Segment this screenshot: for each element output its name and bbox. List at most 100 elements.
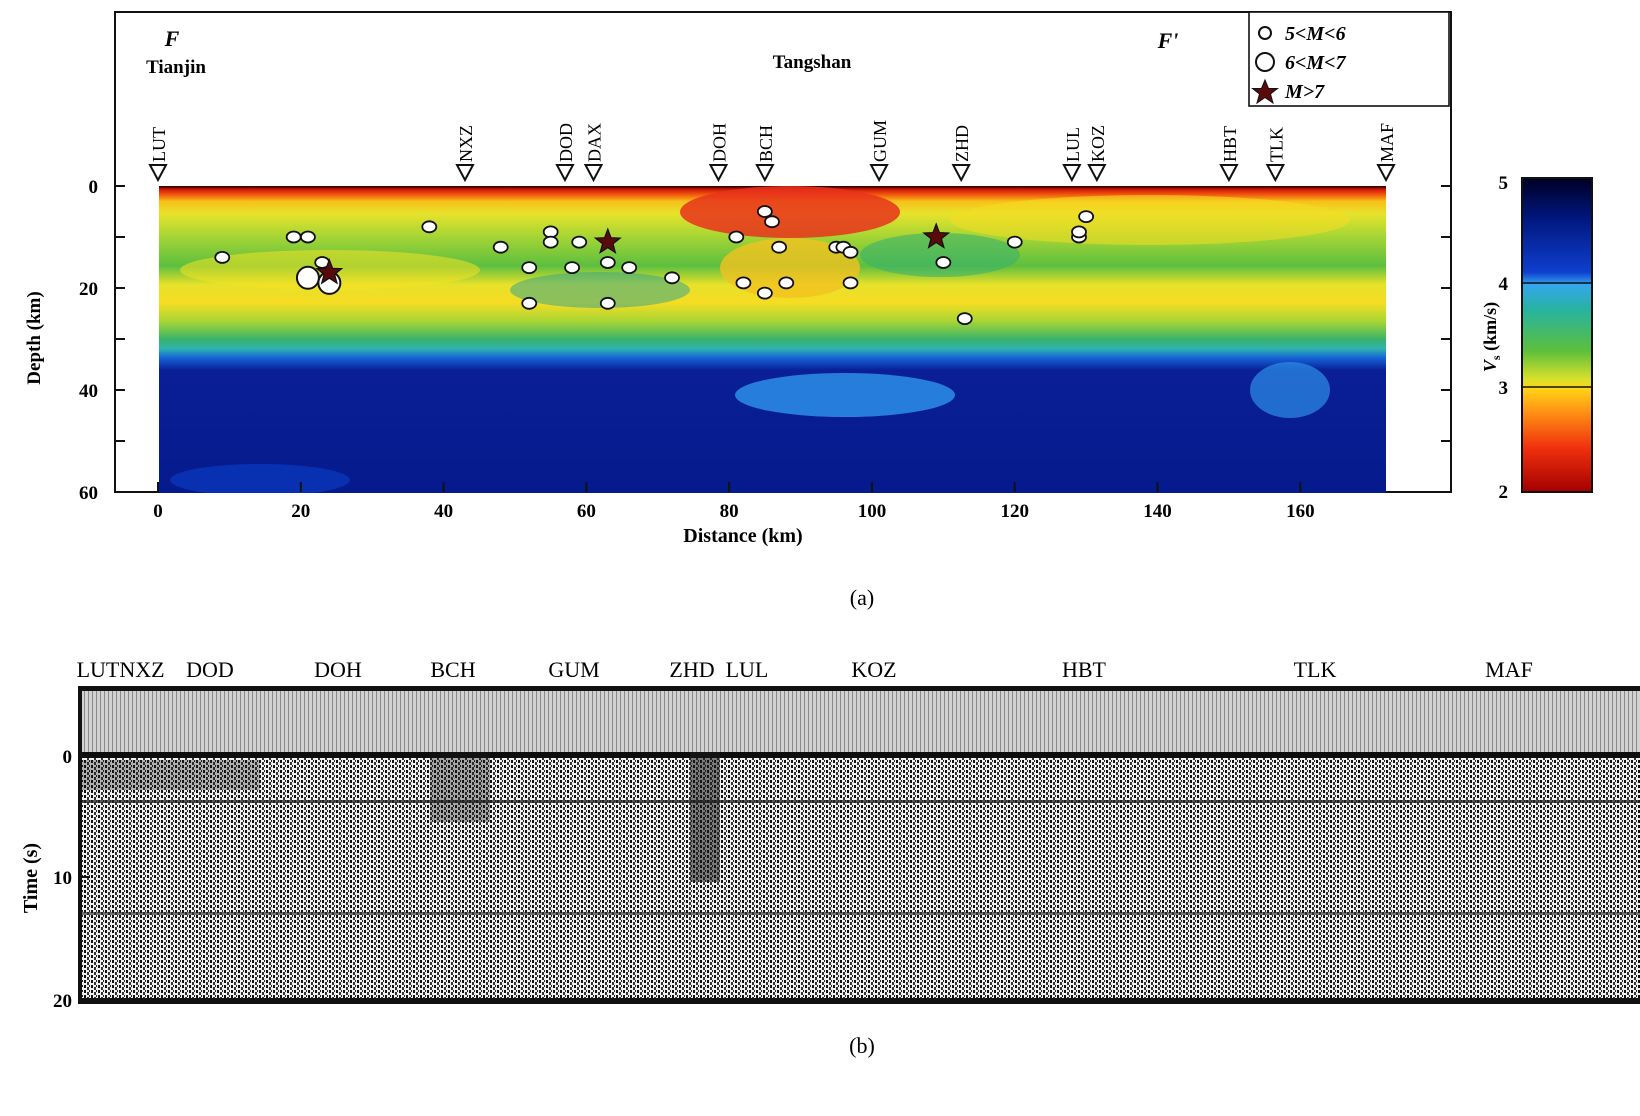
station-label: DAX <box>585 123 605 162</box>
station-triangle <box>951 164 971 183</box>
station-triangle <box>1265 164 1286 183</box>
station-label: DOH <box>709 123 729 162</box>
panel-b-caption: (b) <box>849 1033 875 1058</box>
station-label: BCH <box>756 125 776 162</box>
panel-b-y-axis-label: Time (s) <box>20 843 42 913</box>
seismogram-station-label: LUT <box>77 657 120 682</box>
colorbar: 5 4 3 2 Vs (km/s) <box>1480 173 1593 503</box>
seismogram-station-label: KOZ <box>851 657 896 682</box>
event-m5-marker <box>842 245 859 259</box>
event-m7-star <box>922 222 951 249</box>
event-m5-marker <box>1071 225 1087 239</box>
event-m5-marker <box>756 286 773 300</box>
station-label: LUL <box>1063 127 1083 162</box>
event-m5-marker <box>599 256 616 269</box>
event-m5-marker <box>521 296 538 310</box>
station-label: MAF <box>1377 123 1397 162</box>
event-m5-marker <box>1078 210 1095 224</box>
y-tick-label: 40 <box>79 381 98 402</box>
seismogram-station-label: GUM <box>548 657 599 682</box>
x-tick-label: 80 <box>720 501 739 522</box>
event-m5-marker <box>778 276 795 290</box>
low-velocity-zone <box>680 186 900 238</box>
seismogram-station-label: BCH <box>430 657 475 682</box>
event-m5-marker <box>764 215 780 229</box>
station-triangle <box>555 164 575 183</box>
seismogram-station-label: HBT <box>1062 657 1107 682</box>
y-axis-label: Depth (km) <box>24 291 45 384</box>
event-m5-marker <box>756 205 773 218</box>
x-tick-label: 60 <box>577 501 596 522</box>
event-m7-star <box>315 258 344 285</box>
event-m5-marker <box>599 296 616 310</box>
station-label: NXZ <box>456 125 476 162</box>
station-triangle <box>1062 164 1082 183</box>
station-label: GUM <box>870 120 890 162</box>
event-m5-marker <box>771 240 788 254</box>
event-m7-star <box>593 227 622 254</box>
x-tick-label: 100 <box>858 501 887 522</box>
x-axis-label: Distance (km) <box>683 525 802 547</box>
x-tick-label: 0 <box>153 501 163 522</box>
y-axis-ticks: 0 20 40 60 <box>79 177 1451 504</box>
y-tick-label: 0 <box>89 177 99 198</box>
event-m5-marker <box>214 250 231 264</box>
event-m5-marker <box>285 230 302 244</box>
legend-small-label: 5<M<6 <box>1285 23 1346 45</box>
event-m5-marker <box>621 261 638 275</box>
event-m5-marker <box>300 230 316 244</box>
panel-a-caption: (a) <box>850 585 874 610</box>
legend-small-circle <box>1258 26 1272 40</box>
event-m5-marker <box>542 235 559 249</box>
station-triangle <box>455 164 475 183</box>
colorbar-tick-2: 2 <box>1499 482 1509 503</box>
legend-star-label: M>7 <box>1284 81 1325 103</box>
seismogram-station-label: DOH <box>314 657 362 682</box>
event-m5-marker <box>492 240 509 254</box>
station-label: ZHD <box>952 125 972 162</box>
seismogram-station-label: ZHD <box>669 657 714 682</box>
panel-b-y-ticks: 0 10 20 <box>53 747 90 1012</box>
seismogram-station-label: NXZ <box>119 657 164 682</box>
magnitude-legend: 5<M<6 6<M<7 M>7 <box>1248 11 1450 107</box>
event-m5-marker <box>571 235 588 249</box>
seismogram-header-band <box>80 690 1640 752</box>
colorbar-tick-3: 3 <box>1499 378 1509 399</box>
x-tick-label: 20 <box>291 501 310 522</box>
station-label: HBT <box>1220 126 1240 162</box>
event-m5-marker <box>521 261 538 275</box>
legend-large-circle <box>1255 52 1275 72</box>
station-label-row: LUT NXZ DOD DOH BCH GUM ZHD LUL KOZ HBT TLK MAF <box>77 657 1533 682</box>
station-triangle <box>1376 164 1396 183</box>
panel-b-y-tick-label: 20 <box>53 991 72 1012</box>
event-m5-marker <box>842 276 859 290</box>
profile-end-label: F' <box>1157 28 1179 53</box>
colorbar-label-sub: s <box>1489 355 1503 360</box>
station-triangle <box>1219 164 1239 183</box>
seismogram-traces <box>80 752 1640 1002</box>
colorbar-gradient <box>1521 177 1593 493</box>
station-label: LUT <box>149 127 169 162</box>
station-label: TLK <box>1266 127 1286 162</box>
x-tick-label: 140 <box>1143 501 1172 522</box>
legend-star-icon <box>1251 78 1279 105</box>
station-triangle <box>1087 164 1107 183</box>
svg-text:Vs (km/s): Vs (km/s) <box>1480 302 1503 372</box>
event-m5-marker <box>728 230 745 244</box>
colorbar-label-unit: (km/s) <box>1480 302 1501 351</box>
seismogram-station-label: TLK <box>1294 657 1337 682</box>
seismogram-station-label: DOD <box>186 657 234 682</box>
station-triangle <box>148 164 168 183</box>
colorbar-tick-5: 5 <box>1499 173 1509 194</box>
y-tick-label: 20 <box>79 279 98 300</box>
profile-start-label: F <box>164 26 180 51</box>
velocity-heatmap <box>159 186 1386 493</box>
x-tick-label: 40 <box>434 501 453 522</box>
event-m5-marker <box>1006 235 1023 249</box>
event-m5-marker <box>956 312 973 326</box>
colorbar-tick-4: 4 <box>1499 274 1509 295</box>
event-m5-marker <box>735 276 752 290</box>
seismogram-panel: LUT NXZ DOD DOH BCH GUM ZHD LUL KOZ HBT TLK MAF Tim… <box>20 657 1640 1058</box>
station-label: DOD <box>556 123 576 162</box>
panel-b-y-tick-label: 0 <box>63 747 73 768</box>
